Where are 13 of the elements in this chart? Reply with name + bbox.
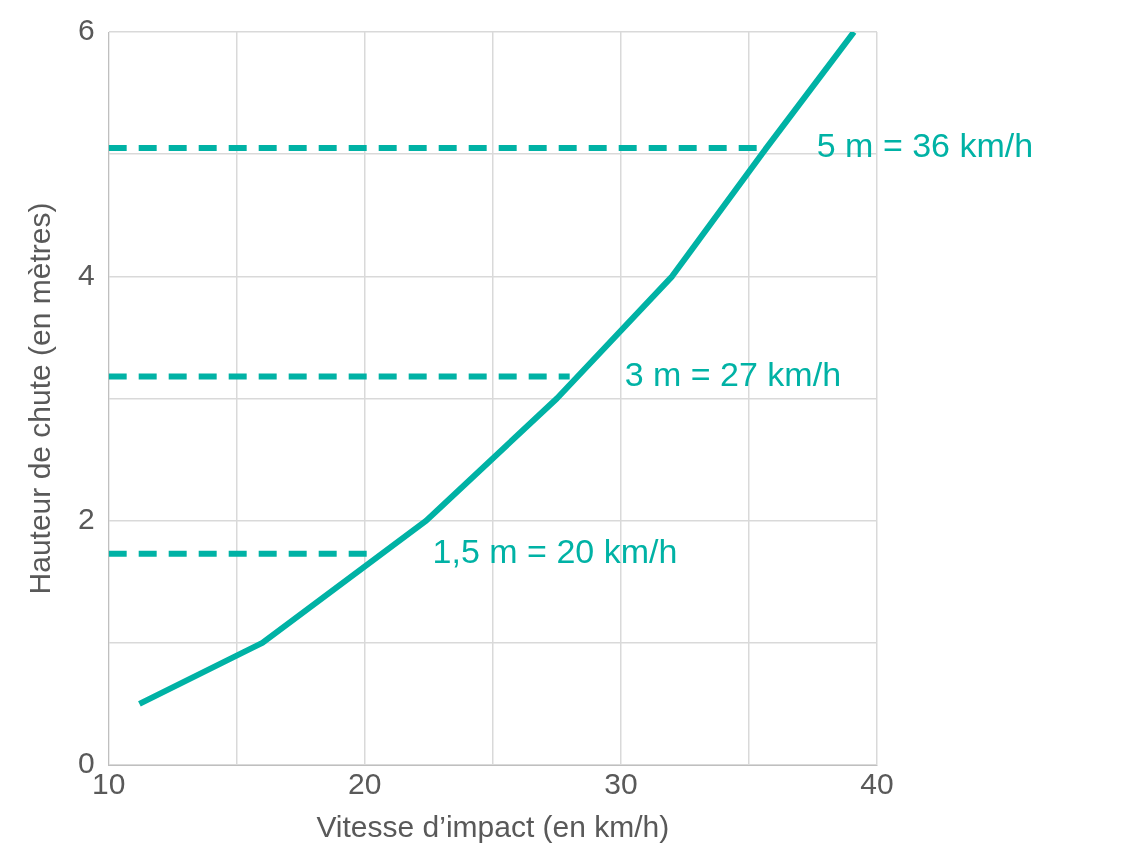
y-axis-title: Hauteur de chute (en mètres) bbox=[23, 202, 57, 595]
x-tick-label: 40 bbox=[860, 767, 894, 801]
x-axis-title: Vitesse d’impact (en km/h) bbox=[316, 810, 670, 844]
y-tick-label: 2 bbox=[78, 501, 95, 535]
y-tick-label: 4 bbox=[78, 257, 95, 291]
x-tick-label: 30 bbox=[604, 767, 638, 801]
x-tick-label: 10 bbox=[92, 767, 126, 801]
x-tick-label: 20 bbox=[348, 767, 382, 801]
annotation: 1,5 m = 20 km/h bbox=[432, 532, 678, 571]
y-tick-label: 0 bbox=[78, 746, 95, 780]
y-tick-label: 6 bbox=[78, 13, 95, 47]
annotation: 5 m = 36 km/h bbox=[816, 126, 1034, 165]
annotation: 3 m = 27 km/h bbox=[624, 354, 842, 393]
